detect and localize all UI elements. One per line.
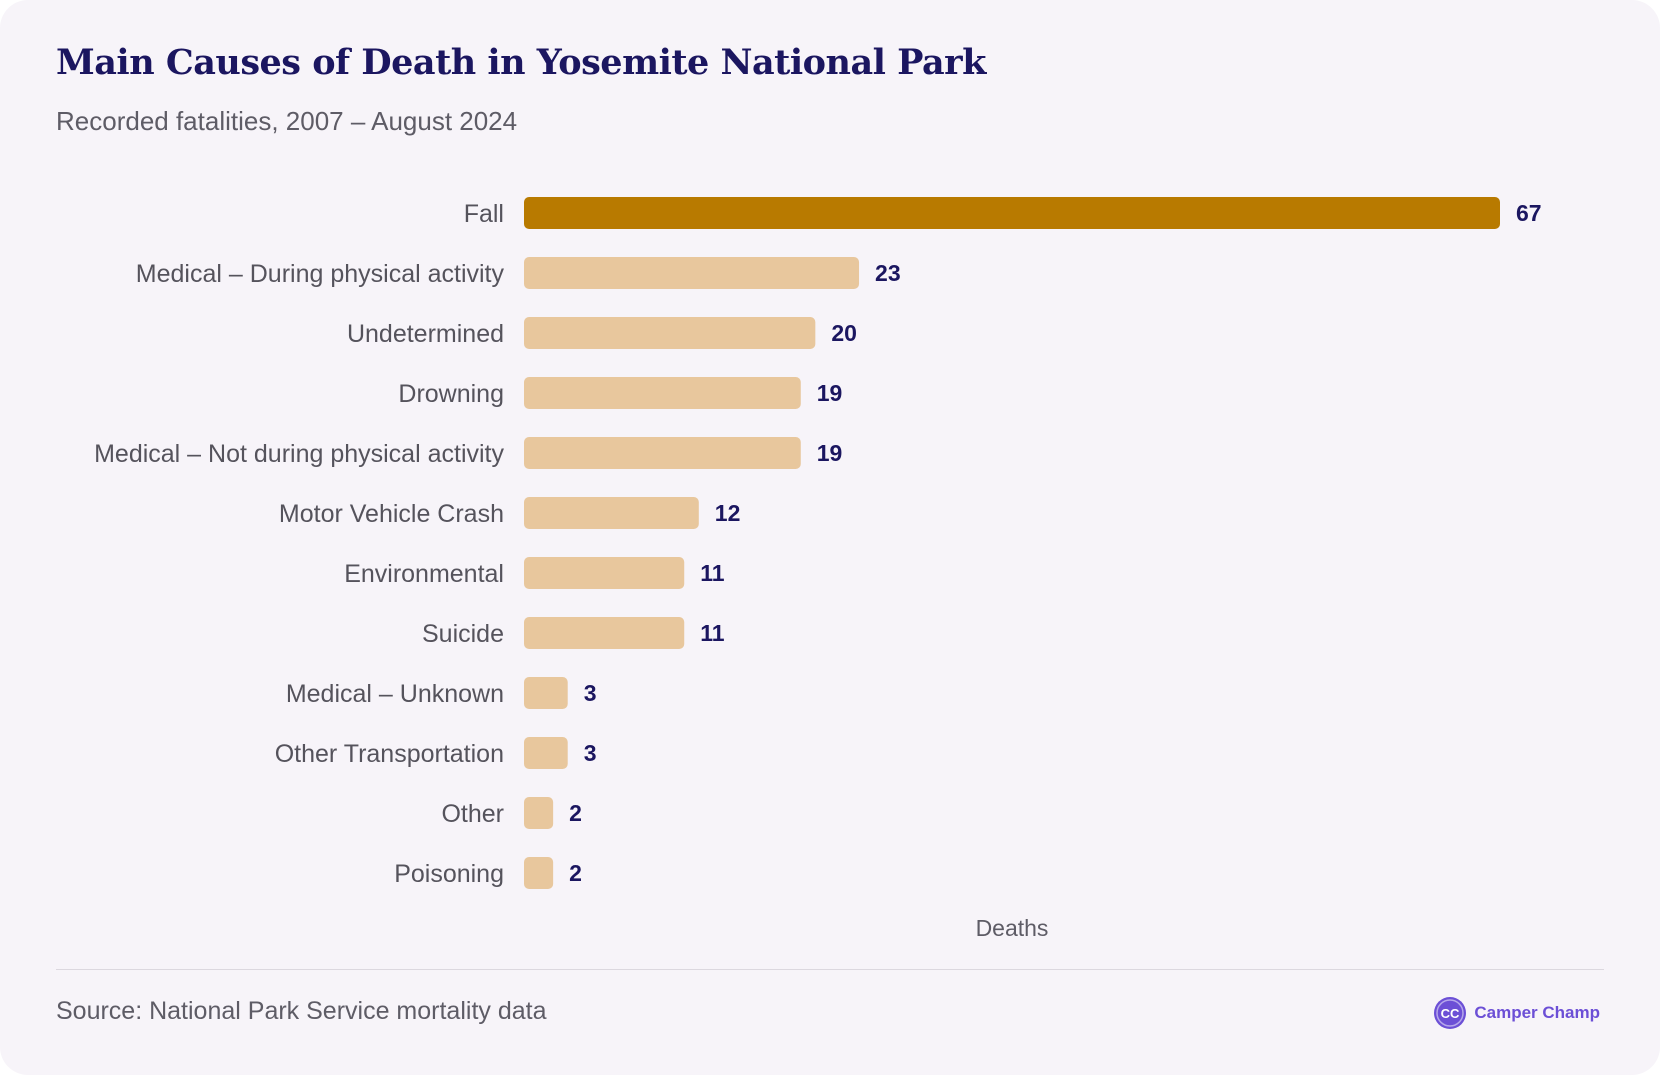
bar-row: Other Transportation 3 [275,737,597,769]
bar [524,497,699,529]
brand-logo-icon: CC [1434,997,1467,1029]
value-label: 2 [569,860,582,886]
bar [524,797,554,829]
value-label: 19 [817,440,843,466]
bars-group: Fall 67 Medical – During physical activity… [94,197,1542,889]
bar [524,317,816,349]
value-label: 11 [700,620,725,646]
value-label: 3 [584,680,597,706]
bar-row: Drowning 19 [398,377,842,409]
bar-row: Poisoning 2 [394,857,582,889]
bar [524,857,554,889]
category-label: Medical – Not during physical activity [94,440,504,468]
x-axis-label: Deaths [976,915,1049,941]
value-label: 23 [875,260,901,286]
value-label: 2 [569,800,582,826]
category-label: Medical – Unknown [286,680,504,708]
value-label: 12 [715,500,741,526]
category-label: Poisoning [394,860,504,888]
value-label: 67 [1516,200,1542,226]
bar [524,437,801,469]
category-label: Environmental [344,560,504,588]
bar-row: Medical – Not during physical activity 19 [94,437,842,469]
category-label: Suicide [422,620,504,648]
category-label: Other [441,800,504,828]
bar [524,617,685,649]
brand[interactable]: CC Camper Champ [1434,997,1600,1029]
bar-row: Suicide 11 [422,617,725,649]
chart-title: Main Causes of Death in Yosemite Nationa… [56,42,986,83]
bar-row: Other 2 [441,797,582,829]
bar [524,377,801,409]
category-label: Undetermined [347,320,504,348]
category-label: Drowning [398,380,504,408]
value-label: 19 [817,380,843,406]
bar-row: Fall 67 [464,197,1542,229]
source-note: Source: National Park Service mortality … [56,997,547,1025]
bar [524,677,568,709]
bar-row: Undetermined 20 [347,317,857,349]
bar-row: Medical – During physical activity 23 [136,257,901,289]
bar [524,737,568,769]
footer-divider [56,969,1604,970]
value-label: 11 [700,560,725,586]
bar-row: Medical – Unknown 3 [286,677,597,709]
category-label: Motor Vehicle Crash [279,500,504,528]
brand-logo-text: CC [1441,1006,1460,1021]
category-label: Fall [464,200,504,228]
category-label: Other Transportation [275,740,504,768]
bar [524,257,860,289]
bar-row: Motor Vehicle Crash 12 [279,497,741,529]
bar-row: Environmental 11 [344,557,725,589]
brand-name: Camper Champ [1474,1003,1600,1022]
value-label: 3 [584,740,597,766]
bar [524,197,1500,229]
bar-chart: Fall 67 Medical – During physical activity… [94,197,1542,941]
chart-subtitle: Recorded fatalities, 2007 – August 2024 [56,106,518,136]
category-label: Medical – During physical activity [136,260,505,288]
bar [524,557,685,589]
value-label: 20 [831,320,857,346]
